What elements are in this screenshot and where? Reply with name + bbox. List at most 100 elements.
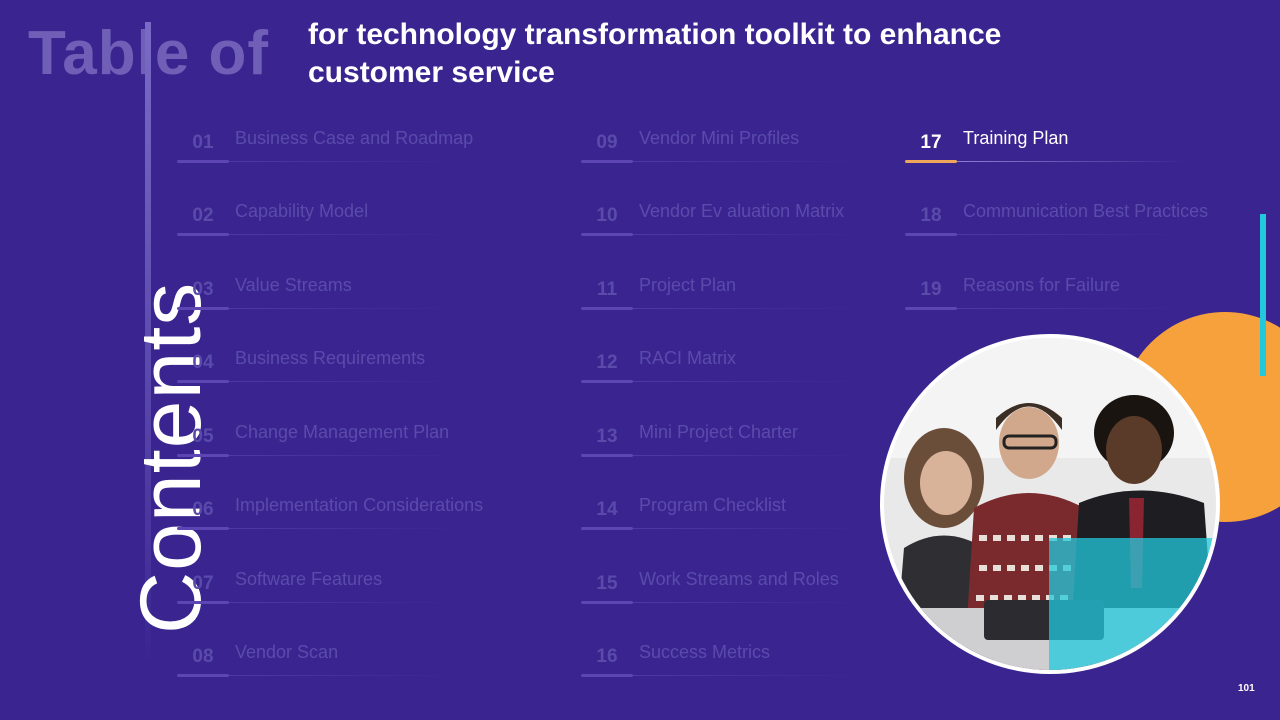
- toc-item-marker: [905, 233, 957, 236]
- toc-item-label: Project Plan: [639, 275, 737, 295]
- toc-item-label: Value Streams: [235, 275, 352, 295]
- toc-item-number: 15: [596, 573, 618, 594]
- toc-item-label: Business Requirements: [235, 348, 426, 368]
- toc-item-marker: [581, 527, 633, 530]
- toc-item[interactable]: 15 Work Streams and Roles: [581, 567, 881, 607]
- toc-item-number: 03: [192, 279, 214, 300]
- toc-item-marker: [905, 307, 957, 310]
- toc-item-number: 19: [920, 279, 942, 300]
- toc-item-number: 14: [596, 499, 618, 520]
- teal-accent-line: [1260, 214, 1266, 376]
- toc-item-underline: [633, 161, 863, 162]
- toc-item[interactable]: 01 Business Case and Roadmap: [177, 126, 557, 166]
- toc-item[interactable]: 11 Project Plan: [581, 273, 881, 313]
- toc-item-marker: [177, 307, 229, 310]
- toc-item-underline: [957, 308, 1187, 309]
- toc-item[interactable]: 14 Program Checklist: [581, 493, 881, 533]
- toc-item-marker: [177, 233, 229, 236]
- toc-item-underline: [229, 602, 459, 603]
- toc-item-label: Software Features: [235, 569, 383, 589]
- toc-item-label: RACI Matrix: [639, 348, 737, 368]
- toc-item-number: 12: [596, 352, 618, 373]
- toc-item-label: Training Plan: [963, 128, 1069, 148]
- toc-item[interactable]: 10 Vendor Ev aluation Matrix: [581, 199, 881, 239]
- toc-item[interactable]: 07 Software Features: [177, 567, 557, 607]
- deck-subtitle: for technology transformation toolkit to…: [308, 18, 1002, 89]
- toc-item-underline: [957, 234, 1187, 235]
- toc-item-marker: [177, 601, 229, 604]
- toc-item-underline: [633, 381, 863, 382]
- toc-item-label: Change Management Plan: [235, 422, 450, 442]
- toc-item-underline: [229, 308, 459, 309]
- toc-item[interactable]: 09 Vendor Mini Profiles: [581, 126, 881, 166]
- toc-item-underline: [229, 234, 459, 235]
- toc-item-underline: [633, 455, 863, 456]
- toc-item[interactable]: 16 Success Metrics: [581, 640, 881, 680]
- toc-item[interactable]: 04 Business Requirements: [177, 346, 557, 386]
- toc-item[interactable]: 05 Change Management Plan: [177, 420, 557, 460]
- toc-item-label: Work Streams and Roles: [639, 569, 839, 589]
- toc-item-underline: [229, 675, 459, 676]
- toc-item-number: 13: [596, 426, 618, 447]
- toc-item-marker: [581, 601, 633, 604]
- vertical-divider: [145, 22, 151, 662]
- toc-item-underline: [229, 161, 459, 162]
- toc-item-number: 10: [596, 205, 618, 226]
- toc-item-underline: [229, 528, 459, 529]
- toc-item-underline: [633, 675, 863, 676]
- toc-item-underline: [957, 161, 1187, 162]
- toc-item-number: 11: [596, 279, 618, 300]
- toc-item[interactable]: 18 Communication Best Practices: [905, 199, 1245, 239]
- toc-item-underline: [633, 528, 863, 529]
- toc-item-underline: [633, 234, 863, 235]
- toc-item-number: 04: [192, 352, 214, 373]
- toc-item-marker: [581, 160, 633, 163]
- toc-item-number: 07: [192, 573, 214, 594]
- team-photo: [880, 334, 1220, 674]
- toc-item[interactable]: 03 Value Streams: [177, 273, 557, 313]
- toc-item-marker: [177, 454, 229, 457]
- toc-item-marker: [177, 160, 229, 163]
- toc-item-marker: [177, 527, 229, 530]
- toc-item-number: 02: [192, 205, 214, 226]
- toc-item-label: Implementation Considerations: [235, 495, 484, 515]
- toc-item[interactable]: 12 RACI Matrix: [581, 346, 881, 386]
- toc-item-underline: [633, 308, 863, 309]
- toc-item-label: Capability Model: [235, 201, 369, 221]
- toc-item-marker: [581, 380, 633, 383]
- toc-item-label: Mini Project Charter: [639, 422, 799, 442]
- toc-item-number: 09: [596, 132, 618, 153]
- toc-item[interactable]: 13 Mini Project Charter: [581, 420, 881, 460]
- toc-item-marker: [177, 674, 229, 677]
- toc-item-label: Vendor Scan: [235, 642, 339, 662]
- toc-item-number: 05: [192, 426, 214, 447]
- toc-item[interactable]: 08 Vendor Scan: [177, 640, 557, 680]
- toc-item-active[interactable]: 17 Training Plan: [905, 126, 1245, 166]
- toc-item[interactable]: 06 Implementation Considerations: [177, 493, 557, 533]
- toc-item-underline: [633, 602, 863, 603]
- toc-item-marker: [905, 160, 957, 163]
- toc-item-label: Business Case and Roadmap: [235, 128, 474, 148]
- toc-item-label: Reasons for Failure: [963, 275, 1121, 295]
- toc-item-number: 16: [596, 646, 618, 667]
- toc-item-number: 08: [192, 646, 214, 667]
- toc-item-marker: [177, 380, 229, 383]
- toc-item-label: Success Metrics: [639, 642, 771, 662]
- toc-item-marker: [581, 454, 633, 457]
- toc-item-number: 06: [192, 499, 214, 520]
- toc-item-label: Vendor Ev aluation Matrix: [639, 201, 845, 221]
- toc-item-underline: [229, 381, 459, 382]
- toc-item-marker: [581, 233, 633, 236]
- toc-item-underline: [229, 455, 459, 456]
- toc-item-marker: [581, 674, 633, 677]
- toc-item-number: 17: [920, 132, 942, 153]
- toc-item-label: Communication Best Practices: [963, 201, 1209, 221]
- toc-item[interactable]: 02 Capability Model: [177, 199, 557, 239]
- toc-item-label: Vendor Mini Profiles: [639, 128, 800, 148]
- toc-item-marker: [581, 307, 633, 310]
- toc-item-label: Program Checklist: [639, 495, 787, 515]
- toc-item[interactable]: 19 Reasons for Failure: [905, 273, 1245, 313]
- team-photo-illustration: [884, 338, 1216, 670]
- toc-item-number: 18: [920, 205, 942, 226]
- toc-item-number: 01: [192, 132, 214, 153]
